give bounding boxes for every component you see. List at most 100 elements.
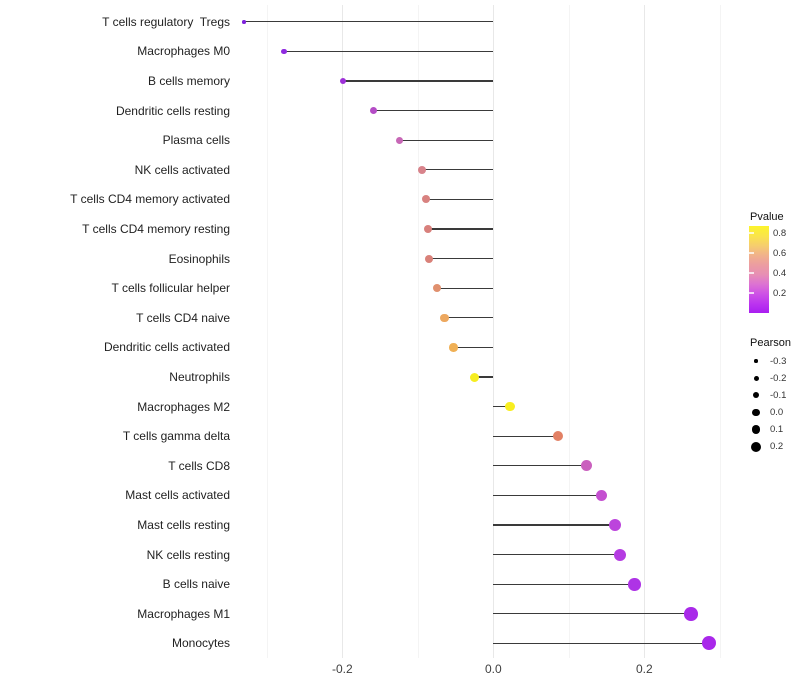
lollipop-dot <box>432 284 441 293</box>
y-axis-label: Mast cells activated <box>125 488 230 503</box>
lollipop-stem <box>493 465 587 467</box>
lollipop-stem <box>453 346 494 349</box>
pvalue-colorbar <box>749 226 769 313</box>
lollipop-dot <box>469 372 479 382</box>
y-axis-label: Neutrophils <box>169 370 230 384</box>
pearson-size-label: -0.1 <box>770 389 787 401</box>
y-axis-label: T cells CD4 naive <box>136 310 230 325</box>
pearson-size-label: 0.2 <box>770 441 784 452</box>
y-axis-label: Plasma cells <box>162 133 230 148</box>
y-axis-label: B cells memory <box>147 74 230 88</box>
gridline <box>417 5 419 658</box>
lollipop-dot <box>684 607 698 621</box>
lollipop-stem <box>426 198 494 201</box>
pearson-size-label: -0.3 <box>770 355 787 367</box>
y-axis-label: Macrophages M0 <box>137 44 230 59</box>
y-axis-label: NK cells activated <box>134 162 230 177</box>
lollipop-stem <box>493 435 558 437</box>
lollipop-stem <box>399 139 494 141</box>
gridline <box>568 5 570 658</box>
lollipop-dot <box>581 460 593 472</box>
lollipop-dot <box>552 431 563 442</box>
lollipop-dot <box>595 489 607 502</box>
pearson-size-dot <box>754 359 758 363</box>
y-axis-label: T cells gamma delta <box>122 429 230 444</box>
y-axis-label: Mast cells resting <box>137 518 230 532</box>
y-axis-label: Dendritic cells activated <box>103 340 230 355</box>
lollipop-dot <box>281 48 287 55</box>
lollipop-stem <box>493 613 692 615</box>
y-axis-label: NK cells resting <box>146 547 230 562</box>
y-axis-label: Macrophages M2 <box>137 399 230 414</box>
gridline <box>342 5 344 658</box>
lollipop-stem <box>493 524 615 526</box>
lollipop-dot <box>628 578 641 591</box>
lollipop-stem <box>373 109 494 112</box>
x-axis-tick-label: 0.2 <box>635 662 653 676</box>
pearson-size-dot <box>751 441 761 452</box>
gridline <box>493 5 495 658</box>
y-axis-label: T cells follicular helper <box>111 281 231 296</box>
y-axis-label: T cells CD4 memory resting <box>82 222 230 236</box>
lollipop-dot <box>339 77 347 85</box>
y-axis-label: T cells regulatory Tregs <box>102 14 230 29</box>
gridline <box>266 5 268 658</box>
lollipop-dot <box>701 636 716 651</box>
lollipop-dot <box>425 254 434 263</box>
lollipop-stem <box>493 405 510 408</box>
lollipop-dot <box>440 313 449 323</box>
lollipop-stem <box>343 80 494 82</box>
y-axis-label: Monocytes <box>171 636 230 651</box>
y-axis-label: Macrophages M1 <box>137 606 230 621</box>
lollipop-stem <box>429 257 494 260</box>
lollipop-dot <box>423 225 432 233</box>
y-axis-label: Dendritic cells resting <box>115 103 230 118</box>
pvalue-tick-label: 0.6 <box>773 247 787 259</box>
pearson-size-dot <box>751 425 761 434</box>
lollipop-dot <box>608 519 621 531</box>
gridline <box>644 5 646 658</box>
pearson-size-dot <box>753 375 759 381</box>
lollipop-dot <box>422 195 431 204</box>
lollipop-dot <box>395 136 404 144</box>
lollipop-dot <box>505 401 515 412</box>
pearson-size-label: 0.0 <box>770 406 784 418</box>
lollipop-stem <box>284 50 494 53</box>
x-axis-tick-label: -0.2 <box>331 662 353 676</box>
pvalue-tick-mark <box>749 272 754 274</box>
lollipop-stem <box>427 228 494 230</box>
lollipop-stem <box>493 494 602 497</box>
y-axis-label: T cells CD8 <box>168 458 230 473</box>
lollipop-dot <box>614 548 627 561</box>
pvalue-legend-title: Pvalue <box>750 211 784 223</box>
lollipop-stem <box>493 553 621 556</box>
lollipop-stem <box>493 642 709 645</box>
pvalue-tick-label: 0.4 <box>773 267 787 279</box>
y-axis-label: Eosinophils <box>168 251 230 266</box>
pvalue-tick-mark <box>749 292 754 294</box>
pearson-size-label: -0.2 <box>770 372 787 384</box>
lollipop-stem <box>436 287 494 289</box>
pvalue-tick-label: 0.2 <box>773 287 787 299</box>
lollipop-stem <box>493 583 635 585</box>
pvalue-tick-mark <box>749 252 754 254</box>
pearson-size-dot <box>753 392 759 399</box>
lollipop-dot <box>242 20 246 24</box>
lollipop-stem <box>444 317 494 319</box>
lollipop-dot <box>418 165 427 174</box>
x-axis-tick-label: 0.0 <box>484 662 502 676</box>
y-axis-label: T cells CD4 memory activated <box>70 192 230 207</box>
pearson-legend-title: Pearson <box>750 337 791 349</box>
y-axis-label: B cells naive <box>162 577 230 592</box>
pearson-size-label: 0.1 <box>770 423 784 435</box>
pearson-size-dot <box>752 408 760 417</box>
lollipop-stem <box>244 21 494 23</box>
lollipop-stem <box>474 376 494 378</box>
lollipop-dot <box>369 106 377 115</box>
lollipop-dot <box>449 343 458 352</box>
pvalue-tick-label: 0.8 <box>773 227 787 239</box>
lollipop-stem <box>422 169 494 171</box>
gridline <box>719 5 721 658</box>
pvalue-tick-mark <box>749 232 754 234</box>
